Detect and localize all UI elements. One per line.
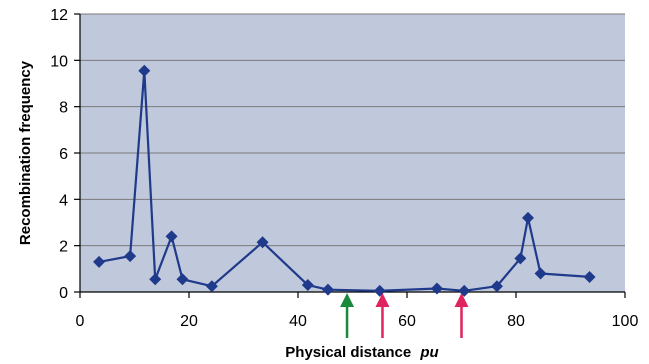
data-points <box>93 64 596 297</box>
data-point <box>124 250 137 263</box>
marker-arrow-head <box>375 293 390 307</box>
x-tick-label: 80 <box>507 313 525 330</box>
gridlines <box>80 13 625 247</box>
x-tick-label: 0 <box>76 313 85 330</box>
x-axis-title: Physical distance pu <box>285 344 438 361</box>
x-tick-label: 40 <box>289 313 307 330</box>
data-point <box>534 267 547 280</box>
x-tick-label: 60 <box>398 313 416 330</box>
x-axis-title-unit: pu <box>419 344 438 361</box>
data-point <box>301 279 314 292</box>
series-polyline <box>98 69 590 292</box>
y-tick-label: 2 <box>59 239 68 256</box>
marker-arrow-head <box>340 293 355 307</box>
data-point <box>176 273 189 286</box>
data-point <box>521 211 534 224</box>
y-tick-label: 6 <box>59 146 68 163</box>
data-point <box>430 282 443 295</box>
y-tick-label: 8 <box>59 100 68 117</box>
x-tick-label: 20 <box>180 313 198 330</box>
data-point <box>149 273 162 286</box>
data-point <box>514 252 527 265</box>
data-point <box>490 280 503 293</box>
data-point <box>205 280 218 293</box>
x-tick-label: 100 <box>612 313 639 330</box>
data-point <box>256 236 269 249</box>
y-axis-title: Recombination frequency <box>17 60 34 245</box>
y-tick-label: 10 <box>50 53 68 70</box>
data-point <box>138 64 151 77</box>
x-axis-title-text: Physical distance <box>285 344 411 361</box>
data-point <box>93 255 106 268</box>
tick-labels: 0 2 4 6 8 10 12 0 20 40 60 80 100 <box>50 7 638 330</box>
y-tick-label: 4 <box>59 192 68 209</box>
marker-arrow-head <box>454 293 469 307</box>
y-tick-label: 0 <box>59 285 68 302</box>
data-point <box>321 283 334 296</box>
data-point <box>165 230 178 243</box>
y-tick-label: 12 <box>50 7 68 24</box>
series-line <box>98 69 590 292</box>
axes <box>74 13 626 298</box>
data-point <box>583 270 596 283</box>
position-markers <box>340 293 469 338</box>
